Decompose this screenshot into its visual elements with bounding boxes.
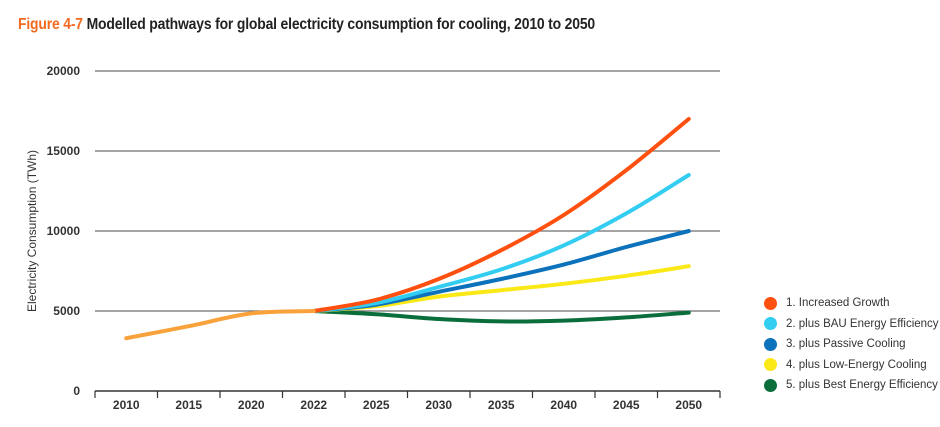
x-tick-label: 2035 bbox=[488, 398, 515, 412]
y-tick-labels: 0 5000 10000 15000 20000 bbox=[47, 64, 81, 398]
legend-item: 2. plus BAU Energy Efficiency bbox=[764, 314, 939, 335]
figure-number: Figure 4-7 bbox=[18, 16, 83, 33]
legend-swatch-icon bbox=[764, 317, 777, 331]
series-lines bbox=[124, 117, 691, 341]
legend-label: 3. plus Passive Cooling bbox=[786, 338, 906, 351]
y-tick-label: 20000 bbox=[47, 64, 81, 78]
x-tick-label: 2015 bbox=[175, 398, 202, 412]
series-line-1 bbox=[311, 117, 691, 313]
title-text: Modelled pathways for global electricity… bbox=[82, 16, 596, 33]
legend-swatch-icon bbox=[764, 337, 777, 351]
series-line-5 bbox=[311, 309, 691, 324]
y-tick-label: 5000 bbox=[53, 304, 80, 318]
series-line-historical bbox=[124, 309, 316, 341]
x-tick-label: 2025 bbox=[363, 398, 390, 412]
y-axis-label: Electricity Consumption (TWh) bbox=[25, 150, 39, 312]
y-tick-label: 15000 bbox=[47, 144, 81, 158]
legend-label: 4. plus Low-Energy Cooling bbox=[786, 358, 927, 371]
legend-swatch-icon bbox=[764, 378, 777, 392]
legend-swatch-icon bbox=[764, 358, 777, 372]
x-tick-label: 2030 bbox=[425, 398, 452, 412]
legend-item: 1. Increased Growth bbox=[764, 293, 939, 314]
x-tick-label: 2045 bbox=[613, 398, 640, 412]
legend-item: 3. plus Passive Cooling bbox=[764, 334, 939, 355]
legend-item: 5. plus Best Energy Efficiency bbox=[764, 375, 939, 396]
series-line-2 bbox=[311, 173, 691, 313]
x-tick-label: 2022 bbox=[300, 398, 327, 412]
legend-label: 2. plus BAU Energy Efficiency bbox=[786, 317, 939, 330]
x-axis: 2010 2015 2020 2022 2025 2030 2035 2040 2045 2050 bbox=[94, 390, 721, 412]
x-tick-label: 2040 bbox=[550, 398, 577, 412]
legend-label: 1. Increased Growth bbox=[786, 297, 890, 310]
legend-label: 5. plus Best Energy Efficiency bbox=[786, 379, 938, 392]
x-tick-label: 2050 bbox=[675, 398, 702, 412]
chart-title: Figure 4-7 Modelled pathways for global … bbox=[18, 16, 595, 34]
legend-item: 4. plus Low-Energy Cooling bbox=[764, 355, 939, 376]
x-tick-label: 2020 bbox=[238, 398, 265, 412]
legend-swatch-icon bbox=[764, 296, 777, 310]
y-tick-label: 0 bbox=[73, 384, 80, 398]
x-tick-label: 2010 bbox=[113, 398, 140, 412]
gridlines bbox=[95, 70, 720, 312]
legend: 1. Increased Growth 2. plus BAU Energy Ef… bbox=[764, 293, 939, 396]
y-tick-label: 10000 bbox=[47, 224, 81, 238]
